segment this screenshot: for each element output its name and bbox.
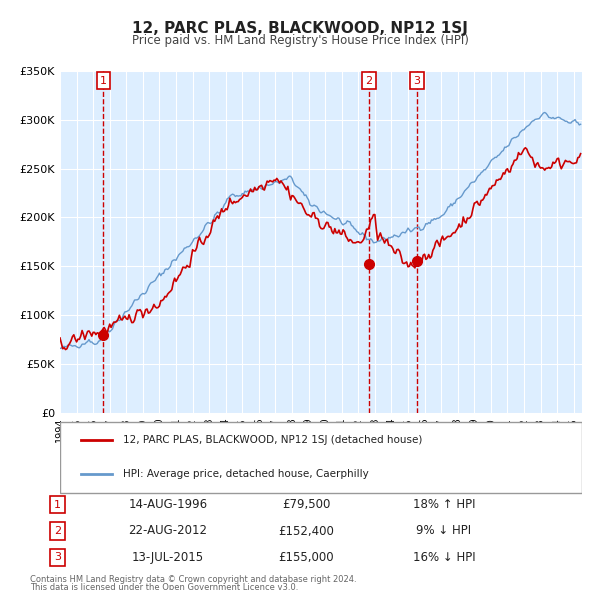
Text: 2: 2 <box>365 76 373 86</box>
Text: 13-JUL-2015: 13-JUL-2015 <box>132 551 204 564</box>
FancyBboxPatch shape <box>60 422 582 493</box>
Text: HPI: Average price, detached house, Caerphilly: HPI: Average price, detached house, Caer… <box>122 469 368 479</box>
Text: Contains HM Land Registry data © Crown copyright and database right 2024.: Contains HM Land Registry data © Crown c… <box>30 575 356 584</box>
Text: £152,400: £152,400 <box>278 525 334 537</box>
Text: 18% ↑ HPI: 18% ↑ HPI <box>413 498 475 511</box>
Text: 22-AUG-2012: 22-AUG-2012 <box>128 525 208 537</box>
Text: 12, PARC PLAS, BLACKWOOD, NP12 1SJ (detached house): 12, PARC PLAS, BLACKWOOD, NP12 1SJ (deta… <box>122 435 422 445</box>
Text: 14-AUG-1996: 14-AUG-1996 <box>128 498 208 511</box>
Text: 3: 3 <box>54 552 61 562</box>
Text: 16% ↓ HPI: 16% ↓ HPI <box>413 551 475 564</box>
Text: 1: 1 <box>54 500 61 510</box>
Text: 3: 3 <box>413 76 421 86</box>
Text: 2: 2 <box>54 526 61 536</box>
Text: Price paid vs. HM Land Registry's House Price Index (HPI): Price paid vs. HM Land Registry's House … <box>131 34 469 47</box>
Text: £79,500: £79,500 <box>282 498 330 511</box>
Text: 1: 1 <box>100 76 107 86</box>
Text: This data is licensed under the Open Government Licence v3.0.: This data is licensed under the Open Gov… <box>30 583 298 590</box>
Text: 12, PARC PLAS, BLACKWOOD, NP12 1SJ: 12, PARC PLAS, BLACKWOOD, NP12 1SJ <box>132 21 468 35</box>
Text: £155,000: £155,000 <box>278 551 334 564</box>
Text: 9% ↓ HPI: 9% ↓ HPI <box>416 525 472 537</box>
